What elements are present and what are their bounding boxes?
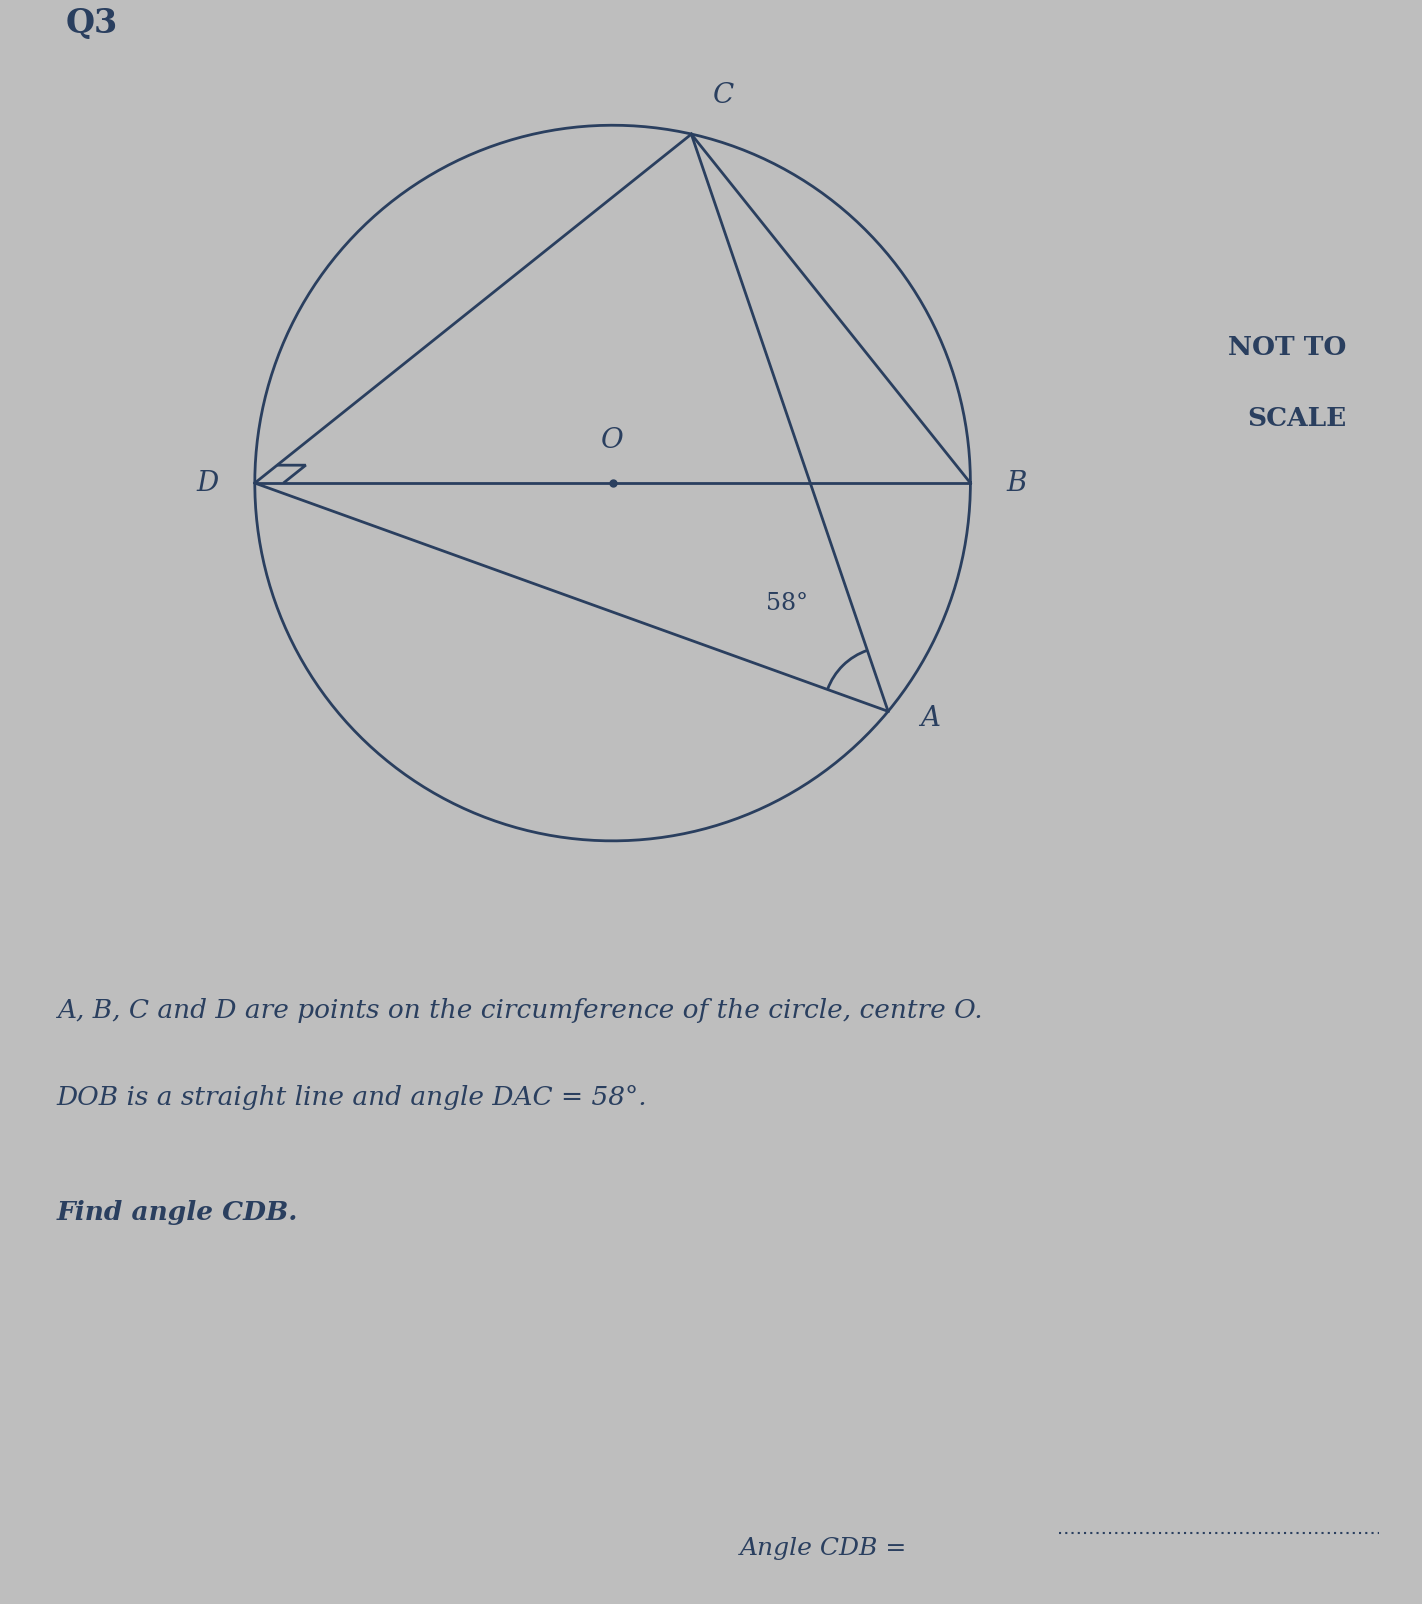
Text: Q3: Q3 [65, 6, 118, 40]
Text: O: O [602, 427, 624, 454]
Text: A, B, C and D are points on the circumference of the circle, centre O.: A, B, C and D are points on the circumfe… [57, 998, 983, 1023]
Text: Angle CDB =: Angle CDB = [739, 1537, 907, 1559]
Text: Find angle CDB.: Find angle CDB. [57, 1200, 299, 1225]
Text: D: D [196, 470, 219, 497]
Text: 58°: 58° [766, 592, 808, 616]
Text: B: B [1007, 470, 1027, 497]
Text: A: A [920, 706, 940, 731]
Text: NOT TO: NOT TO [1227, 335, 1347, 359]
Text: SCALE: SCALE [1247, 406, 1347, 431]
Text: DOB is a straight line and angle DAC = 58°.: DOB is a straight line and angle DAC = 5… [57, 1086, 647, 1110]
Text: C: C [712, 82, 734, 109]
